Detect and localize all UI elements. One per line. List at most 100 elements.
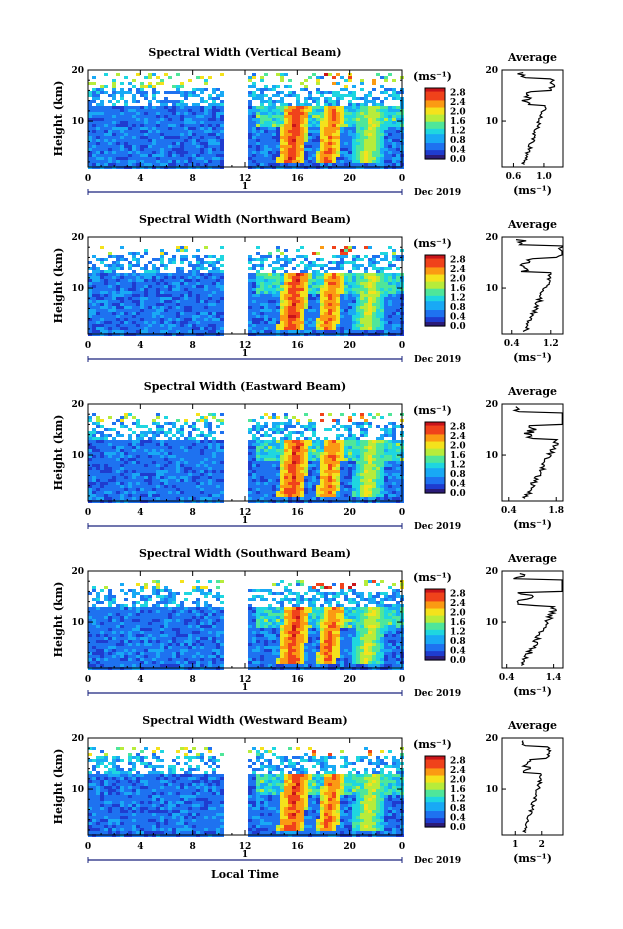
heatmap-cell xyxy=(304,300,308,303)
heatmap-cell xyxy=(164,124,168,127)
heatmap-cell xyxy=(120,142,124,145)
heatmap-cell xyxy=(288,148,292,151)
heatmap-cell xyxy=(128,321,132,324)
colorbar-cell xyxy=(425,301,445,304)
heatmap-cell xyxy=(108,157,112,160)
heatmap-cell xyxy=(204,285,208,288)
heatmap-cell xyxy=(312,136,316,139)
heatmap-cell xyxy=(220,440,224,443)
heatmap-cell xyxy=(204,449,208,452)
heatmap-cell xyxy=(256,467,260,470)
heatmap-cell xyxy=(252,151,256,154)
heatmap-cell xyxy=(104,494,108,497)
heatmap-cell xyxy=(292,267,296,270)
heatmap-cell xyxy=(388,288,392,291)
heatmap-cell xyxy=(200,455,204,458)
heatmap-cell xyxy=(308,300,312,303)
heatmap-cell xyxy=(304,270,308,273)
heatmap-cell xyxy=(164,136,168,139)
heatmap-cell xyxy=(380,294,384,297)
heatmap-cell xyxy=(156,160,160,163)
heatmap-cell xyxy=(116,315,120,318)
heatmap-cell xyxy=(388,264,392,267)
heatmap-cell xyxy=(100,446,104,449)
heatmap-cell xyxy=(168,115,172,118)
heatmap-cell xyxy=(204,154,208,157)
heatmap-cell xyxy=(140,291,144,294)
heatmap-cell xyxy=(132,452,136,455)
heatmap-cell xyxy=(212,285,216,288)
heatmap-cell xyxy=(340,324,344,327)
heatmap-cell xyxy=(348,148,352,151)
heatmap-cell xyxy=(212,470,216,473)
heatmap-cell xyxy=(324,160,328,163)
heatmap-cell xyxy=(180,452,184,455)
heatmap-cell xyxy=(196,136,200,139)
heatmap-cell xyxy=(100,270,104,273)
heatmap-cell xyxy=(340,288,344,291)
heatmap-cell xyxy=(156,106,160,109)
heatmap-cell xyxy=(112,294,116,297)
heatmap-cell xyxy=(280,309,284,312)
heatmap-cell xyxy=(156,488,160,491)
heatmap-cell xyxy=(288,282,292,285)
heatmap-cell xyxy=(196,106,200,109)
heatmap-cell xyxy=(140,452,144,455)
heatmap-cell xyxy=(332,312,336,315)
heatmap-cell xyxy=(220,458,224,461)
heatmap-cell xyxy=(100,467,104,470)
heatmap-cell xyxy=(396,121,400,124)
heatmap-cell xyxy=(184,473,188,476)
heatmap-cell xyxy=(364,273,368,276)
heatmap-cell xyxy=(204,455,208,458)
heatmap-cell xyxy=(252,130,256,133)
heatmap-cell xyxy=(104,303,108,306)
heatmap-cell xyxy=(184,291,188,294)
heatmap-cell xyxy=(116,312,120,315)
heatmap-cell xyxy=(316,264,320,267)
heatmap-cell xyxy=(196,488,200,491)
heatmap-cell xyxy=(256,425,260,428)
heatmap-cell xyxy=(312,261,316,264)
heatmap-cell xyxy=(188,151,192,154)
heatmap-cell xyxy=(116,145,120,148)
heatmap-cell xyxy=(164,464,168,467)
heatmap-cell xyxy=(324,324,328,327)
heatmap-cell xyxy=(152,282,156,285)
heatmap-cell xyxy=(252,163,256,166)
heatmap-cell xyxy=(256,315,260,318)
heatmap-cell xyxy=(396,139,400,142)
heatmap-cell xyxy=(184,309,188,312)
heatmap-cell xyxy=(100,88,104,91)
average-profile-line xyxy=(515,239,563,332)
heatmap-cell xyxy=(132,416,136,419)
heatmap-cell xyxy=(168,476,172,479)
heatmap-cell xyxy=(116,470,120,473)
heatmap-cell xyxy=(136,121,140,124)
heatmap-cell xyxy=(188,446,192,449)
heatmap-cell xyxy=(296,160,300,163)
heatmap-cell xyxy=(352,109,356,112)
heatmap-cell xyxy=(192,482,196,485)
heatmap-cell xyxy=(152,142,156,145)
heatmap-cell xyxy=(92,497,96,500)
heatmap-cell xyxy=(300,306,304,309)
heatmap-cell xyxy=(92,154,96,157)
heatmap-cell xyxy=(192,273,196,276)
heatmap-cell xyxy=(356,324,360,327)
heatmap-cell xyxy=(148,461,152,464)
heatmap-cell xyxy=(360,109,364,112)
heatmap-cell xyxy=(176,100,180,103)
heatmap-cell xyxy=(168,428,172,431)
heatmap-cell xyxy=(252,112,256,115)
heatmap-cell xyxy=(148,261,152,264)
heatmap-cell xyxy=(112,85,116,88)
heatmap-cell xyxy=(124,491,128,494)
heatmap-cell xyxy=(204,446,208,449)
heatmap-cell xyxy=(144,485,148,488)
heatmap-cell xyxy=(396,157,400,160)
heatmap-cell xyxy=(340,267,344,270)
heatmap-cell xyxy=(312,139,316,142)
heatmap-cell xyxy=(128,473,132,476)
heatmap-cell xyxy=(252,94,256,97)
